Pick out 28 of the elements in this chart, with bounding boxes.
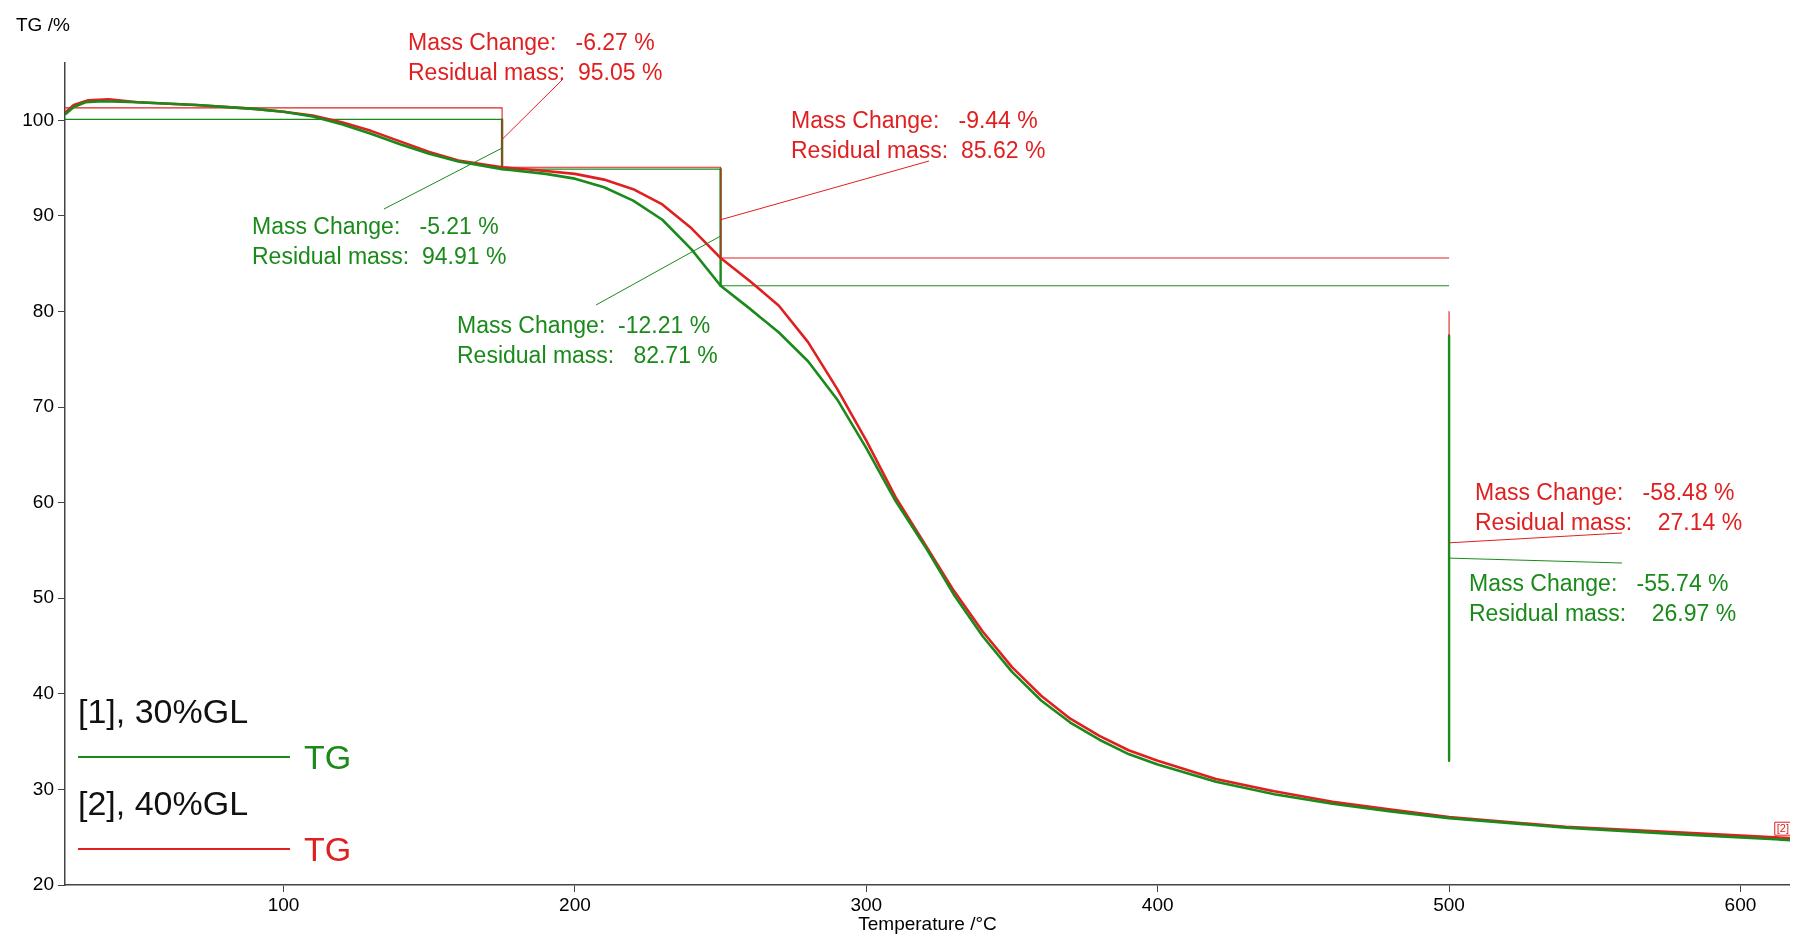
y-tick-label: 50: [32, 586, 54, 608]
y-tick-label: 60: [32, 490, 54, 512]
x-tick-label: 600: [1724, 893, 1757, 915]
annotation: Mass Change: -58.48 % Residual mass: 27.14 %: [1475, 478, 1743, 535]
x-tick-label: 200: [559, 893, 591, 915]
y-tick-label: 70: [32, 395, 54, 417]
y-tick-label: 100: [22, 108, 54, 130]
x-axis-title: Temperature /°C: [858, 912, 997, 934]
annotation: Mass Change: -12.21 % Residual mass: 82.71 %: [457, 311, 718, 368]
annotation: Mass Change: -55.74 % Residual mass: 26.97 %: [1469, 569, 1737, 626]
annotation: [1], 30%GL: [78, 691, 250, 732]
y-tick-label: 80: [32, 299, 54, 321]
y-tick-label: 40: [32, 682, 54, 704]
x-tick-label: 100: [267, 893, 300, 915]
y-tick-label: 20: [32, 873, 54, 895]
x-tick-label: 500: [1433, 893, 1465, 915]
text: TG: [304, 829, 352, 870]
annotation: Mass Change: -6.27 % Residual mass: 95.05 %: [408, 28, 663, 85]
annotation: [2], 40%GL: [78, 783, 250, 824]
y-tick-label: 90: [32, 204, 54, 226]
x-tick-label: 300: [850, 893, 883, 915]
annotation: [2]: [1776, 822, 1789, 835]
y-tick-label: 30: [32, 777, 54, 799]
y-axis-title: TG /%: [16, 13, 70, 35]
annotation: Mass Change: -5.21 % Residual mass: 94.91 %: [252, 212, 507, 269]
x-tick-label: 400: [1141, 893, 1174, 915]
text: TG: [304, 737, 352, 778]
annotation: Mass Change: -9.44 % Residual mass: 85.62 %: [791, 106, 1046, 163]
